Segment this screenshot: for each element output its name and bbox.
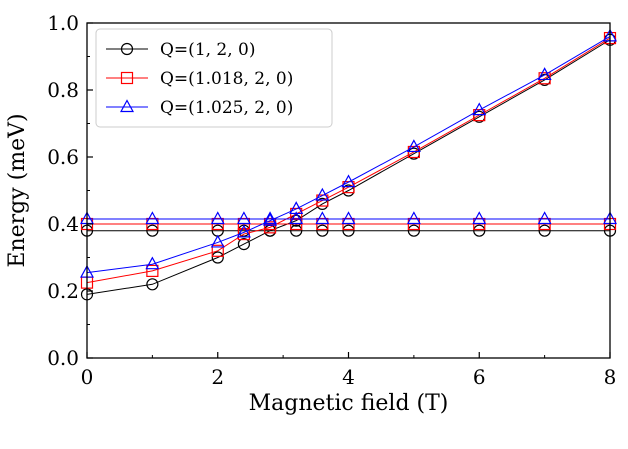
data-point-triangle <box>406 211 421 225</box>
y-tick-label: 0.8 <box>47 78 79 102</box>
legend-marker-triangle <box>119 99 135 113</box>
legend-label: Q=(1, 2, 0) <box>160 40 256 60</box>
data-point-triangle <box>145 256 160 270</box>
data-point-triangle <box>537 211 552 225</box>
data-point-circle <box>290 224 303 237</box>
legend-marker-square <box>120 71 134 85</box>
x-axis-title: Magnetic field (T) <box>249 391 449 416</box>
data-point-triangle <box>263 211 278 225</box>
data-point-triangle <box>145 211 160 225</box>
x-tick-label: 2 <box>211 365 224 389</box>
data-point-triangle <box>236 211 251 225</box>
data-point-triangle <box>236 224 251 238</box>
data-point-triangle <box>210 211 225 225</box>
ticks-layer: 0 2 4 6 8 0.0 0.2 0.4 0.6 0.8 1.0 <box>47 11 616 389</box>
legend-entry: Q=(1, 2, 0) <box>106 40 256 60</box>
data-point-triangle <box>472 211 487 225</box>
data-point-triangle <box>537 67 552 81</box>
y-tick-label: 0.2 <box>47 279 79 303</box>
data-point-triangle <box>289 211 304 225</box>
data-point-circle <box>342 224 355 237</box>
legend-label: Q=(1.018, 2, 0) <box>160 69 293 89</box>
data-point-square <box>211 244 224 257</box>
data-point-triangle <box>341 211 356 225</box>
data-point-circle <box>146 224 159 237</box>
data-point-circle <box>407 224 420 237</box>
x-tick-label: 6 <box>473 365 486 389</box>
data-point-triangle <box>472 102 487 116</box>
data-point-circle <box>316 224 329 237</box>
y-tick-label: 0.4 <box>47 212 79 236</box>
legend-box <box>95 28 333 128</box>
data-point-circle <box>538 224 551 237</box>
data-point-circle <box>473 224 486 237</box>
y-tick-label: 0.0 <box>47 346 79 370</box>
data-point-square <box>146 264 159 277</box>
series-line <box>86 37 611 284</box>
data-point-triangle <box>263 212 278 226</box>
x-tick-label: 8 <box>604 365 617 389</box>
y-axis-title: Energy (meV) <box>5 113 30 267</box>
series-layer <box>79 28 618 301</box>
legend: Q=(1, 2, 0) Q=(1.018, 2, 0) Q=(1.025, 2, 0… <box>95 28 333 128</box>
y-tick-label: 0.6 <box>47 145 79 169</box>
data-point-triangle <box>210 234 225 248</box>
data-point-circle <box>146 278 159 291</box>
y-tick-label: 1.0 <box>47 11 79 35</box>
data-point-triangle <box>341 174 356 188</box>
data-point-triangle <box>406 139 421 153</box>
x-tick-label: 4 <box>342 365 355 389</box>
legend-entry: Q=(1.018, 2, 0) <box>106 69 293 89</box>
series-line <box>86 35 611 274</box>
data-point-triangle <box>315 211 330 225</box>
x-tick-label: 0 <box>81 365 94 389</box>
legend-label: Q=(1.025, 2, 0) <box>160 98 293 118</box>
series-triangle <box>79 28 618 278</box>
legend-entry: Q=(1.025, 2, 0) <box>106 98 293 118</box>
data-point-triangle <box>315 187 330 201</box>
legend-marker-circle <box>120 42 134 56</box>
data-point-circle <box>211 251 224 264</box>
data-point-circle <box>237 238 250 251</box>
series-line <box>86 39 611 295</box>
